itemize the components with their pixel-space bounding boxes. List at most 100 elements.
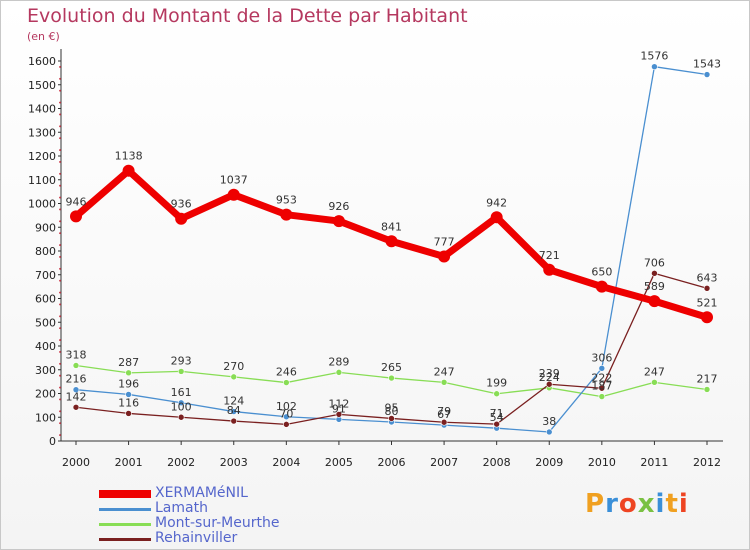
data-label: 91 bbox=[332, 402, 346, 415]
x-tick-label: 2008 bbox=[483, 456, 511, 469]
data-label: 942 bbox=[486, 196, 507, 209]
data-label: 936 bbox=[171, 198, 192, 211]
y-minor-tick bbox=[59, 279, 61, 282]
data-label: 293 bbox=[171, 354, 192, 367]
data-point bbox=[230, 408, 238, 415]
y-minor-tick bbox=[59, 196, 61, 199]
data-point bbox=[230, 373, 238, 381]
logo-letter: i bbox=[655, 489, 666, 519]
x-tick-label: 2004 bbox=[272, 456, 300, 469]
legend-swatch bbox=[99, 523, 151, 526]
y-minor-tick bbox=[59, 422, 61, 425]
data-label: 270 bbox=[223, 360, 244, 373]
data-point bbox=[545, 428, 553, 436]
data-label: 70 bbox=[279, 407, 293, 420]
y-tick-label: 200 bbox=[35, 388, 56, 401]
y-minor-tick bbox=[59, 362, 61, 365]
data-point bbox=[703, 71, 711, 78]
data-label: 721 bbox=[539, 249, 560, 262]
data-label: 54 bbox=[490, 411, 504, 424]
data-point bbox=[440, 379, 448, 386]
y-minor-tick bbox=[59, 374, 61, 377]
y-tick-label: 1000 bbox=[28, 198, 56, 211]
x-tick-label: 2006 bbox=[378, 456, 406, 469]
data-point bbox=[177, 399, 185, 407]
data-point bbox=[598, 393, 606, 400]
data-point bbox=[703, 284, 711, 292]
data-point bbox=[335, 369, 343, 376]
data-point bbox=[280, 208, 293, 221]
data-label: 80 bbox=[385, 405, 399, 418]
logo-letter: t bbox=[665, 489, 679, 519]
y-minor-tick bbox=[59, 172, 61, 175]
y-minor-tick bbox=[59, 315, 61, 318]
y-minor-tick bbox=[59, 256, 61, 258]
data-label: 161 bbox=[171, 386, 192, 399]
y-minor-tick bbox=[59, 149, 61, 151]
data-point bbox=[595, 280, 608, 293]
y-tick-label: 1600 bbox=[28, 55, 56, 68]
legend-item: Mont-sur-Meurthe bbox=[99, 515, 329, 532]
data-label: 199 bbox=[486, 377, 507, 390]
data-point bbox=[545, 380, 553, 388]
data-label: 643 bbox=[697, 271, 718, 284]
data-point bbox=[648, 295, 661, 308]
chart-subtitle: (en €) bbox=[27, 30, 60, 43]
y-minor-tick bbox=[59, 220, 61, 223]
logo-letter: x bbox=[637, 489, 656, 519]
data-label: 926 bbox=[328, 200, 349, 213]
data-label: 1138 bbox=[115, 150, 143, 163]
x-tick-label: 2009 bbox=[535, 456, 563, 469]
legend-swatch bbox=[99, 490, 151, 498]
data-label: 116 bbox=[118, 396, 139, 409]
y-minor-tick bbox=[59, 410, 61, 413]
data-point bbox=[598, 365, 606, 372]
data-point bbox=[125, 410, 132, 417]
data-label: 589 bbox=[644, 280, 665, 293]
data-point bbox=[125, 369, 132, 377]
data-label: 95 bbox=[385, 401, 399, 414]
data-label: 265 bbox=[381, 361, 402, 374]
y-tick-label: 1100 bbox=[28, 174, 56, 187]
data-point bbox=[283, 421, 290, 428]
data-label: 216 bbox=[66, 373, 87, 386]
legend-swatch bbox=[99, 508, 151, 511]
data-point bbox=[230, 417, 238, 425]
data-point bbox=[125, 391, 132, 398]
y-tick-label: 1400 bbox=[28, 103, 56, 116]
y-minor-tick bbox=[59, 434, 61, 436]
y-tick-label: 1200 bbox=[28, 150, 56, 163]
data-label: 142 bbox=[66, 390, 87, 403]
data-label: 124 bbox=[223, 395, 244, 408]
data-label: 953 bbox=[276, 194, 297, 207]
y-minor-tick bbox=[59, 244, 61, 246]
y-tick-label: 700 bbox=[35, 269, 56, 282]
data-point bbox=[283, 413, 290, 421]
data-label: 650 bbox=[591, 266, 612, 279]
data-label: 187 bbox=[591, 380, 612, 393]
data-label: 196 bbox=[118, 377, 139, 390]
data-label: 287 bbox=[118, 356, 139, 369]
data-label: 706 bbox=[644, 256, 665, 269]
x-tick-label: 2007 bbox=[430, 456, 458, 469]
y-minor-tick bbox=[59, 351, 61, 353]
y-tick-label: 500 bbox=[35, 316, 56, 329]
y-minor-tick bbox=[59, 161, 61, 163]
logo-letter: i bbox=[678, 489, 689, 519]
data-label: 289 bbox=[328, 355, 349, 368]
y-minor-tick bbox=[59, 339, 61, 341]
data-label: 521 bbox=[697, 296, 718, 309]
y-minor-tick bbox=[59, 184, 61, 187]
data-label: 71 bbox=[490, 407, 504, 420]
legend-label: Rehainviller bbox=[155, 530, 238, 546]
x-tick-label: 2001 bbox=[115, 456, 143, 469]
data-label: 79 bbox=[437, 405, 451, 418]
legend-item: Rehainviller bbox=[99, 530, 329, 547]
chart-title: Evolution du Montant de la Dette par Hab… bbox=[27, 5, 468, 27]
legend-label: XERMAMéNIL bbox=[155, 485, 248, 501]
legend-item: Lamath bbox=[99, 500, 329, 517]
data-point bbox=[440, 418, 448, 426]
y-minor-tick bbox=[59, 101, 61, 104]
